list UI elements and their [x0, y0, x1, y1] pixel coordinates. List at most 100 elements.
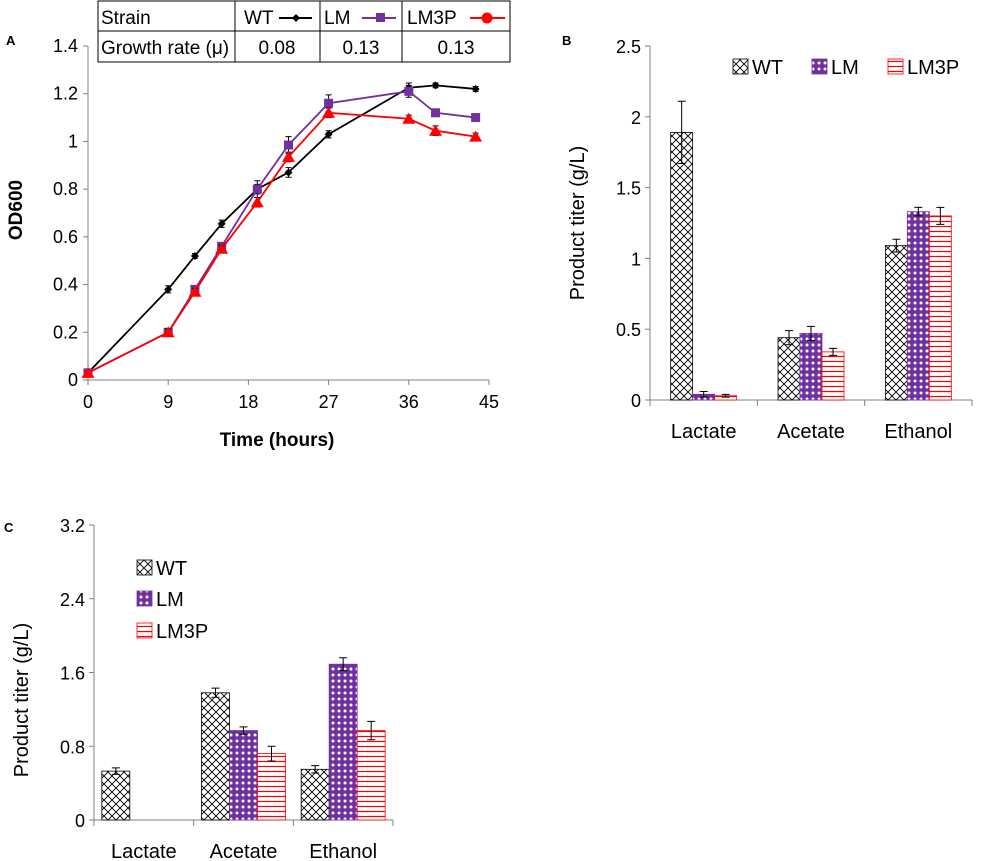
data-point-wt — [471, 84, 480, 93]
panel-a-letter: A — [6, 33, 16, 48]
y-tick-label: 1 — [631, 249, 641, 269]
y-tick-label: 0.8 — [60, 737, 85, 757]
bar-wt-acetate — [777, 337, 801, 401]
y-tick-label: 0.4 — [53, 275, 78, 295]
panel-a-plot — [81, 81, 483, 378]
panel-c-y-axis-label: Product titer (g/L) — [11, 623, 33, 778]
category-label: Acetate — [777, 421, 845, 443]
data-point-lm — [324, 98, 334, 108]
data-point-lm3p — [81, 366, 95, 378]
data-point-wt — [324, 130, 333, 139]
table-header-lm: LM — [324, 8, 350, 29]
error-bar — [677, 100, 686, 165]
data-point-lm — [431, 108, 441, 118]
panel-c-letter: C — [4, 520, 14, 535]
legend-swatch-lm3p — [887, 58, 904, 75]
table-header-strain: Strain — [101, 8, 151, 29]
y-tick-label: 1.4 — [53, 36, 78, 56]
data-point-lm — [252, 184, 262, 194]
x-tick-label: 9 — [163, 392, 173, 412]
x-tick-label: 27 — [319, 392, 339, 412]
y-tick-label: 2 — [631, 108, 641, 128]
table-header-wt: WT — [244, 8, 274, 29]
panel-c-plot — [101, 657, 386, 821]
data-point-lm — [471, 113, 481, 123]
panel-c: C 0 0.8 1.6 2.4 3.2 Lactate Acetate Ethanol WT L… — [4, 516, 394, 861]
y-tick-label: 0 — [68, 370, 78, 390]
error-bar — [111, 767, 120, 775]
data-point-lm3p — [429, 124, 443, 136]
error-bar — [367, 720, 376, 741]
table-value-lm: 0.13 — [343, 38, 380, 59]
data-point-wt — [431, 81, 440, 90]
data-point-lm3p — [282, 150, 295, 162]
bar-lm-acetate — [229, 730, 258, 821]
error-bar — [721, 393, 730, 398]
y-tick-label: 1.6 — [60, 664, 85, 684]
x-tick-label: 36 — [399, 392, 419, 412]
y-tick-label: 0.8 — [53, 179, 78, 199]
data-point-lm3p — [322, 106, 336, 118]
data-point-wt — [164, 285, 173, 294]
table-lm-marker-icon — [376, 13, 385, 22]
bar-lm3p-ethanol — [356, 730, 386, 821]
y-tick-label: 0 — [631, 391, 641, 411]
panel-b-letter: B — [562, 33, 571, 48]
data-point-lm3p — [402, 112, 416, 124]
bar-wt-ethanol — [884, 245, 908, 401]
category-label: Ethanol — [309, 841, 377, 861]
category-label: Acetate — [210, 841, 278, 861]
legend-label-lm: LM — [831, 57, 859, 79]
series-line-wt — [87, 84, 476, 374]
error-bar — [892, 238, 901, 253]
panel-a-axes: 0 0.2 0.4 0.6 0.8 1 1.2 1.4 0 9 18 27 36 45 — [53, 36, 499, 412]
data-point-lm3p — [188, 285, 202, 297]
bar-wt-acetate — [201, 692, 230, 821]
series-line-lm3p — [87, 111, 476, 374]
table-lm3p-marker-icon — [481, 12, 493, 24]
bar-lm-acetate — [799, 333, 823, 401]
legend-swatch-lm — [811, 58, 828, 75]
data-point-wt — [284, 168, 293, 177]
legend-label-lm3p: LM3P — [907, 57, 959, 79]
growth-rate-table: Strain WT LM LM3P Growth rate (μ) 0.08 0… — [97, 0, 511, 63]
legend-swatch-wt — [136, 559, 153, 576]
error-bar — [311, 765, 320, 774]
error-bar — [267, 745, 276, 762]
bar-wt-lactate — [101, 770, 131, 821]
data-point-wt — [217, 219, 226, 228]
legend-swatch-lm3p — [136, 622, 153, 639]
table-header-lm3p: LM3P — [407, 8, 457, 29]
data-point-lm3p — [161, 326, 175, 338]
table-row-label: Growth rate (μ) — [101, 38, 229, 59]
error-bar — [936, 206, 945, 225]
legend-swatch-lm — [136, 590, 153, 607]
y-tick-label: 1 — [68, 131, 78, 151]
category-label: Ethanol — [884, 421, 952, 443]
panel-a-x-axis-label: Time (hours) — [220, 430, 335, 451]
panel-b-y-axis-label: Product titer (g/L) — [567, 146, 589, 301]
panel-b-legend: WT LM LM3P — [732, 57, 959, 79]
y-tick-label: 3.2 — [60, 516, 85, 536]
legend-label-lm3p: LM3P — [156, 621, 208, 643]
panel-c-legend: WT LM LM3P — [136, 558, 208, 643]
legend-label-wt: WT — [752, 57, 783, 79]
error-bar — [239, 726, 248, 735]
panel-a: A 0 0.2 0.4 0.6 0.8 1 1.2 1.4 0 9 18 27 36 45 OD600 T… — [6, 0, 511, 451]
y-tick-label: 2.5 — [616, 37, 641, 57]
x-tick-label: 45 — [479, 392, 499, 412]
error-bar — [807, 325, 815, 342]
data-point-lm — [284, 140, 293, 150]
bar-wt-lactate — [670, 131, 694, 401]
x-tick-label: 18 — [238, 392, 258, 412]
bar-lm3p-ethanol — [928, 215, 952, 401]
y-tick-label: 0.2 — [53, 322, 78, 342]
error-bar — [699, 391, 708, 398]
x-tick-label: 0 — [83, 392, 93, 412]
data-point-lm3p — [250, 196, 264, 208]
y-tick-label: 0 — [75, 811, 85, 831]
y-tick-label: 0.6 — [53, 227, 78, 247]
data-point-lm — [404, 86, 414, 96]
table-value-lm3p: 0.13 — [438, 38, 475, 59]
